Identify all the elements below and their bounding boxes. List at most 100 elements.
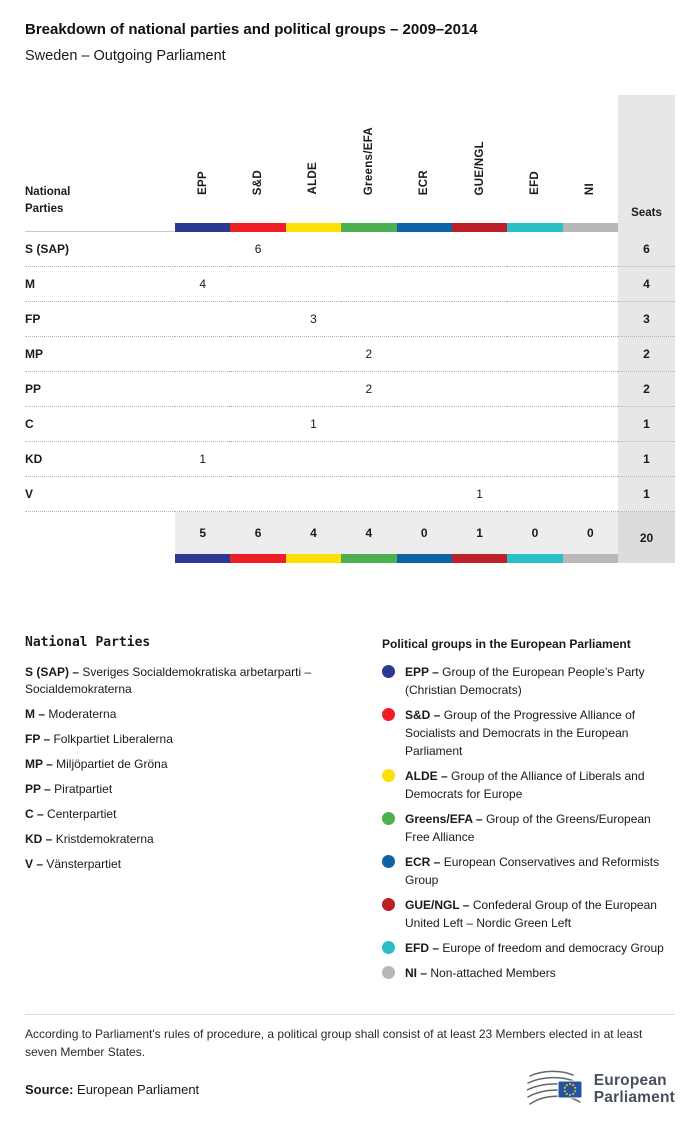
seats-table: National Parties EPP S&D ALDE Greens/EFA… <box>25 95 675 563</box>
seat-cell <box>285 477 342 512</box>
seat-cell <box>230 267 286 302</box>
party-name: PP <box>25 372 175 407</box>
column-header-greens-efa: Greens/EFA <box>341 95 397 232</box>
row-seats-total: 3 <box>618 302 675 337</box>
eu-flag-stars <box>563 1083 576 1096</box>
group-legend-item: ECR – European Conservatives and Reformi… <box>382 853 675 889</box>
group-color-bar <box>562 554 618 563</box>
seat-cell <box>285 372 342 407</box>
seat-cell <box>285 337 342 372</box>
group-total: 4 <box>285 512 342 563</box>
group-color-bar <box>230 223 286 232</box>
ep-logo: European Parliament <box>526 1069 675 1109</box>
row-seats-total: 1 <box>618 477 675 512</box>
party-name: FP <box>25 302 175 337</box>
footnote-divider <box>25 1014 675 1015</box>
seat-cell <box>341 302 397 337</box>
group-total: 5 <box>175 512 231 563</box>
seats-column-header: Seats <box>618 95 675 232</box>
party-name: M <box>25 267 175 302</box>
seat-cell: 2 <box>341 372 397 407</box>
party-legend-item: M – Moderaterna <box>25 707 117 722</box>
seat-cell <box>175 337 231 372</box>
party-legend-item: S (SAP) – Sveriges Socialdemokratiska ar… <box>25 665 312 697</box>
seat-cell <box>451 302 508 337</box>
ep-hemicycle-icon <box>526 1070 583 1105</box>
seat-cell <box>396 372 452 407</box>
group-color-dot <box>382 941 395 954</box>
seat-cell: 1 <box>451 477 508 512</box>
seat-cell: 1 <box>285 407 342 442</box>
group-color-bar <box>507 554 563 563</box>
group-color-bar <box>396 223 452 232</box>
seat-cell <box>507 337 563 372</box>
group-color-dot <box>382 769 395 782</box>
seat-cell <box>562 267 618 302</box>
seat-cell <box>451 337 508 372</box>
seat-cell <box>562 372 618 407</box>
ep-logo-text: European Parliament <box>593 1071 675 1106</box>
page-footer: Source: European Parliament <box>25 1069 675 1109</box>
group-legend-item: Greens/EFA – Group of the Greens/Europea… <box>382 810 675 846</box>
group-legend-item: S&D – Group of the Progressive Alliance … <box>382 706 675 760</box>
party-legend-item: MP – Miljöpartiet de Gröna <box>25 757 168 772</box>
group-color-bar <box>507 223 563 232</box>
group-label: ALDE <box>307 162 320 195</box>
seat-cell <box>507 232 563 267</box>
column-header-efd: EFD <box>507 95 563 232</box>
seat-cell <box>396 442 452 477</box>
source-label: Source: <box>25 1081 74 1097</box>
seat-cell <box>341 232 397 267</box>
seat-cell <box>230 442 286 477</box>
seat-cell <box>507 407 563 442</box>
seat-cell <box>562 477 618 512</box>
column-header-gue-ngl: GUE/NGL <box>451 95 508 232</box>
group-label: EPP <box>196 171 209 195</box>
group-total: 0 <box>562 512 618 563</box>
national-parties-heading: National Parties <box>25 635 151 650</box>
seat-cell <box>175 372 231 407</box>
group-label: ECR <box>418 169 431 195</box>
seat-cell: 2 <box>341 337 397 372</box>
column-header-sd: S&D <box>230 95 286 232</box>
row-seats-total: 1 <box>618 442 675 477</box>
group-color-dot <box>382 855 395 868</box>
party-name: S (SAP) <box>25 232 175 267</box>
group-color-bar <box>396 554 452 563</box>
group-total: 0 <box>396 512 452 563</box>
seat-cell <box>175 232 231 267</box>
seat-cell <box>230 302 286 337</box>
group-color-bar <box>341 554 397 563</box>
seat-cell <box>230 372 286 407</box>
party-legend-item: V – Vänsterpartiet <box>25 857 122 872</box>
group-legend-item: ALDE – Group of the Alliance of Liberals… <box>382 767 675 803</box>
group-color-bar <box>562 223 618 232</box>
group-color-dot <box>382 898 395 911</box>
group-color-bar <box>285 554 342 563</box>
group-label: GUE/NGL <box>473 140 486 196</box>
footnote: According to Parliament's rules of proce… <box>25 1027 643 1059</box>
totals-row-spacer <box>25 512 175 563</box>
source-value: European Parliament <box>77 1081 200 1097</box>
seat-cell: 1 <box>175 442 231 477</box>
eu-flag <box>557 1080 583 1099</box>
group-color-dot <box>382 708 395 721</box>
page-subtitle: Sweden – Outgoing Parliament <box>25 48 226 64</box>
column-header-alde: ALDE <box>285 95 342 232</box>
group-label: EFD <box>528 171 541 195</box>
seat-cell <box>451 372 508 407</box>
seat-cell <box>396 232 452 267</box>
seat-cell <box>396 267 452 302</box>
seat-cell <box>341 477 397 512</box>
group-legend-item: GUE/NGL – Confederal Group of the Europe… <box>382 896 675 932</box>
seat-cell <box>341 442 397 477</box>
national-parties-legend: National Parties S (SAP) – Sveriges Soci… <box>25 635 360 989</box>
party-name: KD <box>25 442 175 477</box>
group-label: NI <box>584 182 597 195</box>
group-color-bar <box>451 554 508 563</box>
party-legend-item: KD – Kristdemokraterna <box>25 832 154 847</box>
grand-total-seats: 20 <box>618 512 675 563</box>
group-total: 4 <box>341 512 397 563</box>
source: Source: European Parliament <box>25 1082 199 1097</box>
